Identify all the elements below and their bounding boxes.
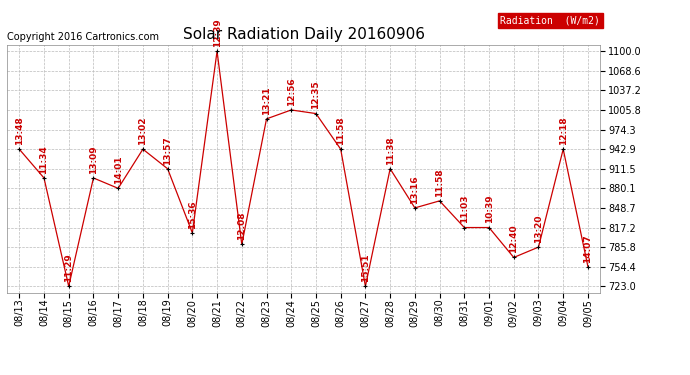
- Text: 12:56: 12:56: [287, 77, 296, 106]
- Text: 11:58: 11:58: [336, 116, 345, 145]
- Text: 12:40: 12:40: [509, 225, 518, 253]
- Text: 12:08: 12:08: [237, 212, 246, 240]
- Text: 11:03: 11:03: [460, 195, 469, 223]
- Text: 12:39: 12:39: [213, 18, 221, 47]
- Text: Copyright 2016 Cartronics.com: Copyright 2016 Cartronics.com: [7, 32, 159, 42]
- Text: 10:39: 10:39: [484, 195, 493, 224]
- Text: 12:18: 12:18: [559, 116, 568, 145]
- Text: 14:01: 14:01: [114, 156, 123, 184]
- Text: 13:21: 13:21: [262, 86, 271, 115]
- Text: 13:48: 13:48: [14, 116, 23, 145]
- Text: 11:34: 11:34: [39, 145, 48, 174]
- Text: 15:36: 15:36: [188, 200, 197, 229]
- Text: 11:58: 11:58: [435, 168, 444, 197]
- Text: 13:09: 13:09: [89, 145, 98, 174]
- Text: 12:35: 12:35: [311, 81, 320, 110]
- Text: 11:38: 11:38: [386, 136, 395, 165]
- Text: 15:51: 15:51: [361, 254, 370, 282]
- Text: 13:02: 13:02: [139, 117, 148, 145]
- Text: 11:29: 11:29: [64, 254, 73, 282]
- Title: Solar Radiation Daily 20160906: Solar Radiation Daily 20160906: [183, 27, 424, 42]
- Text: 13:57: 13:57: [163, 136, 172, 165]
- Text: 14:07: 14:07: [584, 234, 593, 262]
- Text: 13:20: 13:20: [534, 214, 543, 243]
- Text: Radiation  (W/m2): Radiation (W/m2): [500, 15, 600, 25]
- Text: 13:16: 13:16: [411, 175, 420, 204]
